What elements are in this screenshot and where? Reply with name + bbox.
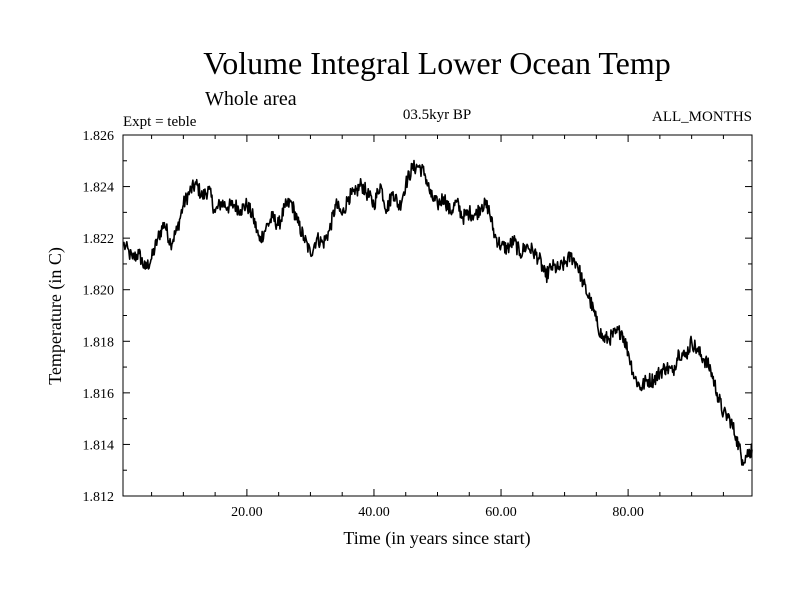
series-line: [122, 159, 753, 466]
y-tick-label: 1.826: [83, 129, 115, 144]
x-axis-ticks: 20.00 40.00 60.00 80.00: [151, 135, 724, 520]
plot-area: 20.00 40.00 60.00 80.00 1.8121.8141.8161.81…: [83, 129, 753, 520]
x-axis-label: Time (in years since start): [343, 528, 530, 549]
y-tick-label: 1.820: [83, 284, 115, 299]
y-axis-ticks: 1.812 1.814 1.816 1.818 1.820 1.822 1.824 1.826: [83, 129, 752, 505]
plot-frame: [122, 134, 753, 497]
period-label: 03.5kyr BP: [403, 107, 471, 123]
x-tick-label: 20.00: [231, 505, 263, 520]
experiment-label: Expt = teble: [123, 114, 197, 130]
y-axis-label: Temperature (in C): [45, 247, 66, 385]
chart-title: Volume Integral Lower Ocean Temp: [203, 45, 671, 81]
y-tick-label: 1.814: [83, 438, 115, 453]
y-tick-label: 1.812: [83, 490, 115, 505]
y-tick-label: 1.824: [83, 181, 115, 196]
y-tick-label: 1.822: [83, 232, 115, 247]
x-tick-label: 80.00: [612, 505, 644, 520]
months-label: ALL_MONTHS: [652, 109, 752, 125]
x-tick-label: 40.00: [358, 505, 390, 520]
x-tick-label: 60.00: [485, 505, 517, 520]
series-group: [122, 159, 753, 466]
y-tick-label: 1.816: [83, 387, 115, 402]
y-tick-label: 1.818: [83, 335, 115, 350]
chart-subtitle: Whole area: [205, 88, 297, 110]
